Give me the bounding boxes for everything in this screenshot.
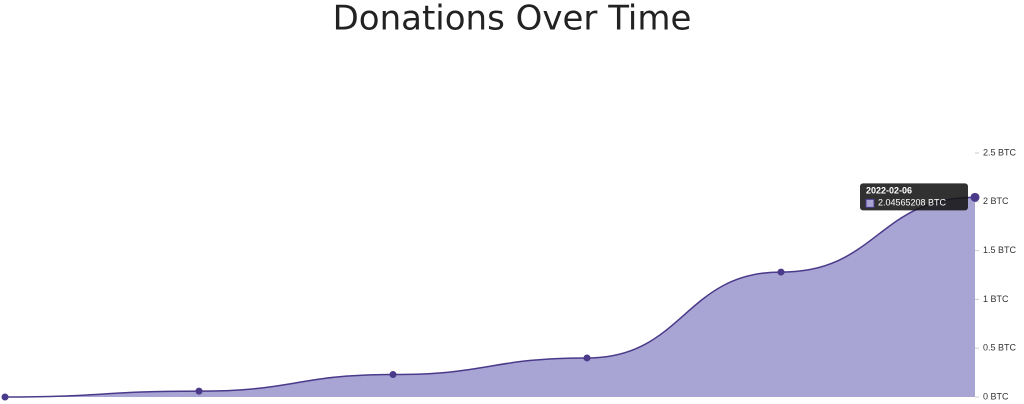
tooltip-title: 2022-02-06 — [866, 186, 912, 196]
y-tick-label: 0 BTC — [983, 391, 1009, 401]
point — [777, 268, 785, 276]
point — [1, 393, 9, 401]
point — [970, 192, 980, 202]
point — [583, 354, 591, 362]
y-tick-label: 2.5 BTC — [983, 147, 1017, 157]
line — [4, 196, 976, 398]
y-tick-label: 0.5 BTC — [983, 343, 1017, 353]
tooltip: 2022-02-06 2.04565208 BTC — [860, 183, 968, 211]
y-tick-label: 1 BTC — [983, 294, 1009, 304]
tooltip-value: 2.04565208 BTC — [878, 198, 947, 208]
point — [389, 371, 397, 379]
point — [195, 387, 203, 395]
y-tick-label: 2 BTC — [983, 196, 1009, 206]
chart-title: Donations Over Time — [333, 0, 692, 39]
tooltip-box — [860, 183, 968, 211]
tooltip-swatch — [865, 198, 875, 208]
y-tick-label: 1.5 BTC — [983, 245, 1017, 255]
area-fill — [5, 197, 975, 397]
